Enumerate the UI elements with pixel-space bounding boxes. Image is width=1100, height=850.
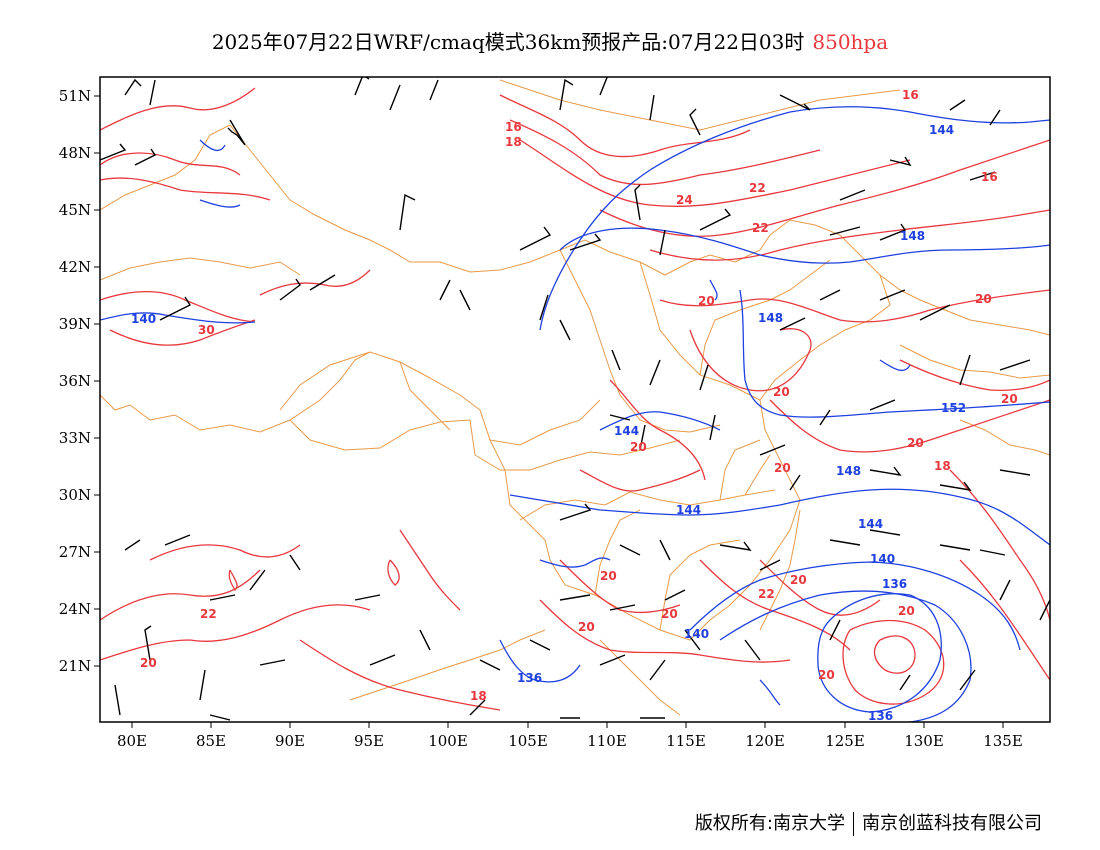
lat-label: 33N: [59, 429, 91, 447]
temp-label: 16: [902, 88, 919, 102]
height-label: 148: [836, 464, 861, 478]
title-level: 850hpa: [812, 30, 889, 54]
lat-label: 42N: [59, 258, 91, 276]
temp-label: 20: [140, 656, 157, 670]
temp-label: 20: [774, 461, 791, 475]
footer-credits: 版权所有:南京大学 南京创蓝科技有限公司: [695, 809, 1042, 836]
plot-frame: [99, 76, 1051, 723]
height-label: 144: [614, 424, 639, 438]
lon-label: 130E: [904, 732, 944, 750]
height-label: 140: [870, 552, 895, 566]
temperature-labels: 16 18 16 22 24 22 16 30 20 20 20 20 20 2…: [140, 88, 1018, 703]
height-label: 136: [517, 671, 542, 685]
temp-label: 20: [975, 292, 992, 306]
height-labels: 144 148 140 148 144 148 152 144 144 140 …: [131, 123, 966, 723]
chart-title: 2025年07月22日WRF/cmaq模式36km预报产品:07月22日03时 8…: [0, 26, 1100, 55]
latitude-labels: 51N 48N 45N 42N 39N 36N 33N 30N 27N 24N …: [59, 87, 91, 675]
lon-label: 80E: [117, 732, 147, 750]
temp-label: 16: [505, 120, 522, 134]
lon-label: 125E: [825, 732, 865, 750]
height-label: 140: [131, 312, 156, 326]
boundary-lines: [100, 79, 1050, 716]
footer-divider: [853, 812, 854, 836]
height-label: 148: [900, 229, 925, 243]
height-label: 144: [929, 123, 954, 137]
temp-label: 20: [661, 607, 678, 621]
temp-label: 22: [749, 181, 766, 195]
temp-label: 16: [981, 170, 998, 184]
lat-label: 30N: [59, 486, 91, 504]
wind-barbs: [100, 77, 1050, 721]
longitude-labels: 80E 85E 90E 95E 100E 105E 110E 115E 120E…: [117, 732, 1023, 750]
temp-label: 20: [698, 294, 715, 308]
temp-label: 20: [790, 573, 807, 587]
lat-label: 51N: [59, 87, 91, 105]
temp-label: 22: [758, 587, 775, 601]
lat-label: 39N: [59, 315, 91, 333]
lat-label: 45N: [59, 201, 91, 219]
temp-label: 22: [752, 221, 769, 235]
title-main: 2025年07月22日WRF/cmaq模式36km预报产品:07月22日03时: [211, 30, 805, 54]
temp-label: 20: [773, 385, 790, 399]
temp-label: 30: [198, 323, 215, 337]
footer-company: 南京创蓝科技有限公司: [862, 813, 1042, 834]
lat-label: 36N: [59, 372, 91, 390]
height-contours: [100, 106, 1050, 722]
lon-label: 90E: [275, 732, 305, 750]
temp-label: 20: [818, 668, 835, 682]
axis-ticks: [94, 95, 1004, 728]
temp-label: 20: [630, 440, 647, 454]
height-label: 136: [868, 709, 893, 723]
height-label: 140: [684, 627, 709, 641]
temp-label: 20: [907, 436, 924, 450]
temp-label: 18: [934, 459, 951, 473]
temp-label: 18: [505, 135, 522, 149]
height-label: 152: [941, 401, 966, 415]
height-label: 144: [858, 517, 883, 531]
temp-label: 20: [600, 569, 617, 583]
temp-label: 20: [1001, 392, 1018, 406]
height-label: 144: [676, 503, 701, 517]
lat-label: 27N: [59, 543, 91, 561]
lon-label: 115E: [666, 732, 706, 750]
lon-label: 110E: [587, 732, 627, 750]
footer-copyright: 版权所有:南京大学: [694, 813, 845, 834]
lon-label: 85E: [196, 732, 226, 750]
temp-label: 22: [200, 607, 217, 621]
lon-label: 105E: [508, 732, 548, 750]
height-label: 148: [758, 311, 783, 325]
temp-label: 24: [676, 193, 693, 207]
temp-label: 18: [470, 689, 487, 703]
temp-label: 20: [898, 604, 915, 618]
lon-label: 100E: [428, 732, 468, 750]
lat-label: 21N: [59, 657, 91, 675]
lon-label: 135E: [983, 732, 1023, 750]
lat-label: 24N: [59, 600, 91, 618]
lon-label: 95E: [354, 732, 384, 750]
temp-label: 20: [578, 620, 595, 634]
height-label: 136: [882, 577, 907, 591]
temperature-contours: [100, 87, 1050, 711]
lat-label: 48N: [59, 144, 91, 162]
lon-label: 120E: [745, 732, 785, 750]
